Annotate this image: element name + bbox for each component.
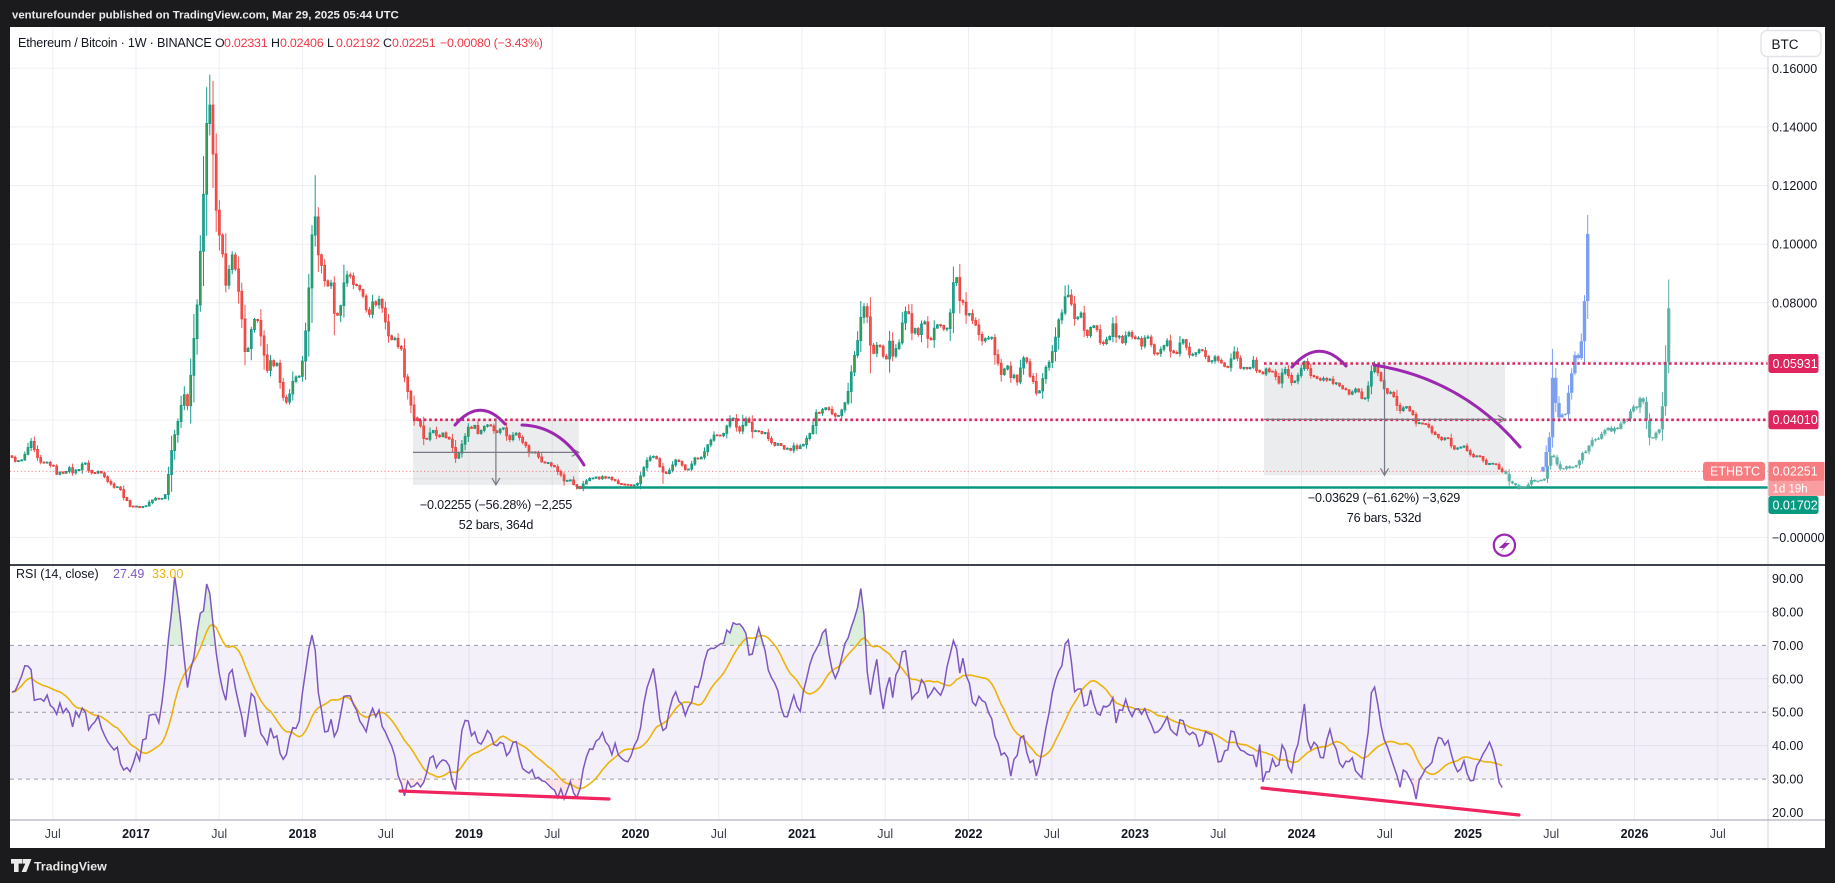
- svg-text:0.01702: 0.01702: [1773, 498, 1818, 512]
- svg-text:Jul: Jul: [544, 827, 560, 841]
- svg-text:Jul: Jul: [711, 827, 727, 841]
- svg-text:0.02251: 0.02251: [392, 36, 436, 50]
- svg-text:O: O: [215, 36, 225, 50]
- svg-text:70.00: 70.00: [1772, 639, 1803, 653]
- svg-text:0.02192: 0.02192: [336, 36, 380, 50]
- svg-text:20.00: 20.00: [1772, 806, 1803, 820]
- svg-text:2023: 2023: [1121, 827, 1149, 841]
- svg-text:0.02406: 0.02406: [280, 36, 324, 50]
- svg-text:2022: 2022: [955, 827, 983, 841]
- svg-text:60.00: 60.00: [1772, 672, 1803, 686]
- svg-text:0.05931: 0.05931: [1773, 357, 1818, 371]
- svg-text:Jul: Jul: [211, 827, 227, 841]
- svg-text:Jul: Jul: [1210, 827, 1226, 841]
- svg-text:0.10000: 0.10000: [1772, 238, 1817, 252]
- svg-text:Jul: Jul: [45, 827, 61, 841]
- svg-text:30.00: 30.00: [1772, 773, 1803, 787]
- svg-text:−0.03629 (−61.62%) −3,629: −0.03629 (−61.62%) −3,629: [1308, 491, 1460, 505]
- svg-text:RSI (14, close): RSI (14, close): [16, 567, 99, 581]
- svg-text:0.12000: 0.12000: [1772, 179, 1817, 193]
- svg-text:0.08000: 0.08000: [1772, 296, 1817, 310]
- svg-text:−0.02255 (−56.28%) −2,255: −0.02255 (−56.28%) −2,255: [420, 498, 572, 512]
- svg-text:2025: 2025: [1454, 827, 1482, 841]
- svg-text:ETHBTC: ETHBTC: [1710, 465, 1760, 479]
- svg-text:L: L: [327, 36, 334, 50]
- svg-text:40.00: 40.00: [1772, 739, 1803, 753]
- svg-text:Jul: Jul: [1543, 827, 1559, 841]
- svg-text:2024: 2024: [1288, 827, 1316, 841]
- svg-text:2026: 2026: [1621, 827, 1649, 841]
- svg-text:−0.00000: −0.00000: [1772, 531, 1825, 545]
- svg-text:C: C: [383, 36, 392, 50]
- svg-text:0.14000: 0.14000: [1772, 120, 1817, 134]
- svg-text:90.00: 90.00: [1772, 572, 1803, 586]
- svg-text:0.02251: 0.02251: [1773, 465, 1818, 479]
- svg-text:Jul: Jul: [1710, 827, 1726, 841]
- svg-text:0.04010: 0.04010: [1773, 413, 1818, 427]
- svg-text:50.00: 50.00: [1772, 706, 1803, 720]
- svg-text:Jul: Jul: [1377, 827, 1393, 841]
- svg-text:76 bars, 532d: 76 bars, 532d: [1347, 511, 1422, 525]
- svg-text:BTC: BTC: [1772, 37, 1799, 52]
- svg-text:33.00: 33.00: [152, 567, 183, 581]
- svg-text:H: H: [271, 36, 280, 50]
- svg-text:2019: 2019: [455, 827, 483, 841]
- svg-text:0.02331: 0.02331: [224, 36, 268, 50]
- svg-text:−0.00080 (−3.43%): −0.00080 (−3.43%): [440, 36, 543, 50]
- svg-text:TradingView: TradingView: [34, 860, 107, 874]
- svg-text:2018: 2018: [289, 827, 317, 841]
- svg-text:27.49: 27.49: [113, 567, 144, 581]
- svg-text:0.16000: 0.16000: [1772, 62, 1817, 76]
- svg-text:52 bars, 364d: 52 bars, 364d: [459, 518, 534, 532]
- svg-text:venturefounder published on Tr: venturefounder published on TradingView.…: [12, 10, 399, 22]
- svg-text:2020: 2020: [622, 827, 650, 841]
- svg-text:Jul: Jul: [1044, 827, 1060, 841]
- svg-text:2017: 2017: [122, 827, 150, 841]
- svg-text:Jul: Jul: [877, 827, 893, 841]
- svg-text:Jul: Jul: [378, 827, 394, 841]
- svg-text:1d 19h: 1d 19h: [1773, 483, 1808, 495]
- svg-text:80.00: 80.00: [1772, 605, 1803, 619]
- svg-text:Ethereum / Bitcoin · 1W · BINA: Ethereum / Bitcoin · 1W · BINANCE: [18, 36, 212, 50]
- svg-text:2021: 2021: [788, 827, 816, 841]
